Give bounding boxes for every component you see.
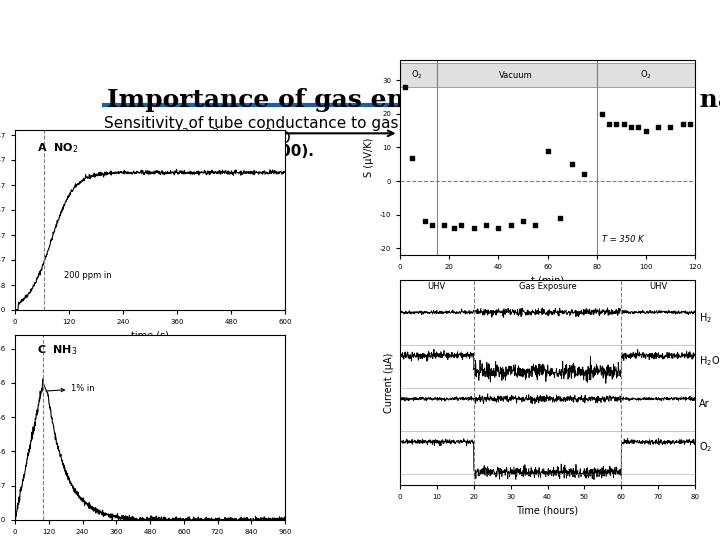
- Text: T = 350 K: T = 350 K: [602, 234, 643, 244]
- Text: A  NO$_2$: A NO$_2$: [37, 141, 78, 156]
- Text: V: V: [628, 97, 633, 102]
- FancyBboxPatch shape: [400, 63, 695, 87]
- Point: [505, 220, 516, 229]
- Text: 200 ppm in: 200 ppm in: [63, 271, 111, 280]
- Point: [618, 119, 629, 128]
- Text: Long-term stability of field-emission current: Long-term stability of field-emission cu…: [400, 444, 675, 457]
- Point: [517, 217, 528, 226]
- Text: U: U: [616, 107, 621, 112]
- Point: [419, 217, 431, 226]
- Text: A: A: [593, 92, 597, 96]
- Point: [492, 224, 504, 232]
- Point: [529, 220, 541, 229]
- Text: F: F: [594, 82, 598, 86]
- Text: both on Science, (2000).: both on Science, (2000).: [104, 144, 314, 159]
- Text: N: N: [621, 105, 626, 110]
- Point: [626, 123, 637, 132]
- Text: N: N: [606, 107, 610, 112]
- Point: [456, 220, 467, 229]
- Text: Importance of gas environment of carbon nanotubes: Importance of gas environment of carbon …: [107, 88, 720, 112]
- Text: Ar: Ar: [698, 399, 709, 409]
- Text: I: I: [626, 102, 629, 105]
- Point: [684, 119, 696, 128]
- Text: H: H: [629, 93, 634, 97]
- Text: O$_2$: O$_2$: [411, 69, 423, 82]
- Text: A: A: [600, 105, 606, 110]
- Point: [407, 153, 418, 162]
- Point: [480, 220, 492, 229]
- Text: H$_2$O: H$_2$O: [698, 354, 720, 368]
- Text: Gas Exposure: Gas Exposure: [518, 282, 577, 291]
- Text: C: C: [628, 82, 633, 86]
- Text: UHV: UHV: [428, 282, 446, 291]
- Text: ); Zettl (O: ); Zettl (O: [215, 130, 290, 145]
- Text: D: D: [593, 87, 597, 91]
- Point: [567, 160, 578, 168]
- Text: 3: 3: [211, 128, 218, 138]
- Point: [449, 224, 460, 232]
- Text: Sensitivity of tube conductance to gas,: Sensitivity of tube conductance to gas,: [104, 117, 403, 131]
- Point: [399, 83, 410, 91]
- Point: [554, 214, 565, 222]
- Text: UHV: UHV: [649, 282, 667, 291]
- X-axis label: Time (hours): Time (hours): [516, 505, 579, 516]
- Point: [603, 119, 615, 128]
- Point: [633, 123, 644, 132]
- Text: H$_2$: H$_2$: [698, 311, 711, 325]
- X-axis label: t (min): t (min): [531, 275, 564, 286]
- Point: [438, 220, 450, 229]
- Point: [468, 224, 480, 232]
- Text: due to residential gas, e.g., Dean, APL (1999): due to residential gas, e.g., Dean, APL …: [400, 457, 685, 470]
- Point: [596, 110, 608, 118]
- Text: I: I: [597, 102, 601, 105]
- Text: T: T: [612, 71, 614, 75]
- Point: [640, 126, 652, 135]
- Text: exposure: Dai, (NO: exposure: Dai, (NO: [104, 130, 249, 145]
- Point: [579, 170, 590, 179]
- Text: , NH: , NH: [186, 130, 219, 145]
- X-axis label: time (s): time (s): [131, 330, 169, 341]
- Text: ): ): [269, 130, 275, 145]
- Text: 2: 2: [181, 128, 189, 138]
- Y-axis label: Current (μA): Current (μA): [384, 352, 395, 413]
- Text: .: .: [629, 93, 634, 95]
- Point: [426, 220, 438, 229]
- Text: C  NH$_3$: C NH$_3$: [37, 343, 77, 357]
- Point: [652, 123, 664, 132]
- Point: [677, 119, 688, 128]
- Point: [541, 146, 553, 155]
- Text: E: E: [621, 74, 626, 79]
- Point: [665, 123, 676, 132]
- Text: O: O: [593, 93, 597, 97]
- Text: 2: 2: [264, 128, 271, 138]
- Point: [611, 119, 622, 128]
- Text: 1% in: 1% in: [46, 384, 95, 393]
- Text: Vacuum: Vacuum: [499, 71, 532, 79]
- Text: O$_2$: O$_2$: [698, 440, 712, 454]
- Text: O$_2$: O$_2$: [640, 69, 652, 82]
- Text: L: L: [594, 97, 598, 101]
- Y-axis label: S (μV/K): S (μV/K): [364, 138, 374, 177]
